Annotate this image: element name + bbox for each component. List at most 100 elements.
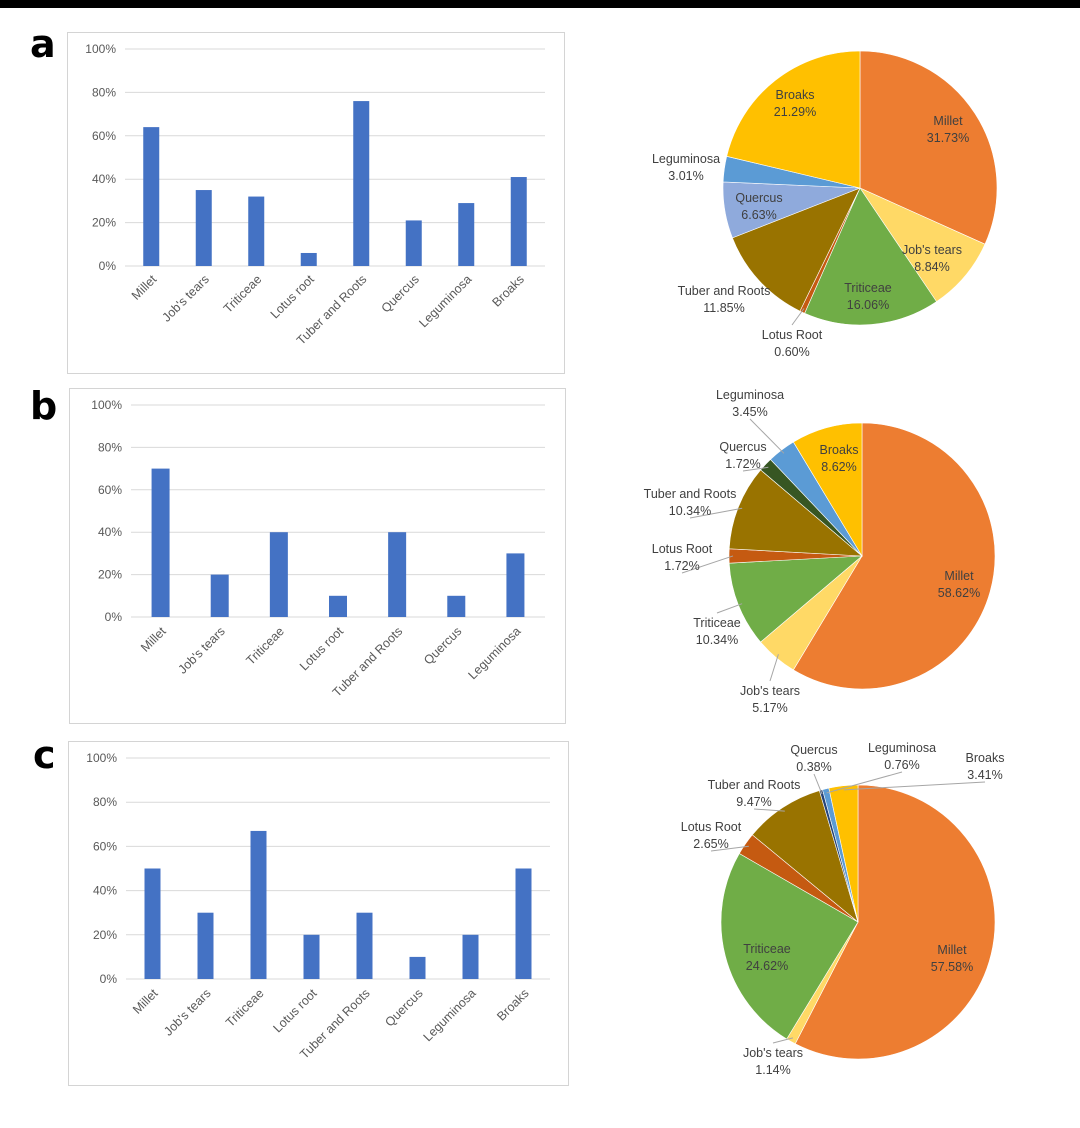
- panel-letter-c: c: [33, 733, 56, 777]
- pie-leader-line: [689, 507, 743, 519]
- y-tick-label: 40%: [93, 884, 117, 898]
- pie-slice-name: Broaks: [820, 443, 859, 457]
- pie-slice-value: 3.01%: [668, 169, 703, 183]
- pie-slice-value: 5.17%: [752, 701, 787, 715]
- pie-slice-name: Quercus: [735, 191, 782, 205]
- bar: [143, 127, 160, 267]
- pie-slice-value: 21.29%: [774, 105, 816, 119]
- pie-leader-line: [749, 418, 785, 454]
- pie-slice-value: 3.41%: [967, 768, 1002, 782]
- pie-slice-value: 8.84%: [914, 260, 949, 274]
- y-tick-label: 80%: [98, 440, 122, 454]
- pie-slice-name: Job's tears: [902, 243, 962, 257]
- pie-slice: [792, 422, 996, 690]
- y-tick-label: 20%: [93, 928, 117, 942]
- bar: [506, 553, 525, 617]
- y-tick-label: 60%: [98, 483, 122, 497]
- pie-slice-name: Lotus Root: [681, 820, 742, 834]
- y-tick-label: 0%: [99, 259, 117, 273]
- pie-slice-value: 57.58%: [931, 960, 973, 974]
- pie-slice-value: 16.06%: [847, 298, 889, 312]
- pie-slice-name: Leguminosa: [652, 152, 720, 166]
- bar: [409, 956, 426, 979]
- bar: [300, 252, 317, 266]
- bar: [197, 912, 214, 979]
- bar: [151, 468, 170, 617]
- pie-slice-value: 2.65%: [693, 837, 728, 851]
- panel-letter-b: b: [30, 384, 58, 428]
- pie-slice-value: 3.45%: [732, 405, 767, 419]
- bar: [303, 934, 320, 979]
- pie-leader-line: [710, 845, 749, 852]
- y-tick-label: 80%: [92, 85, 116, 99]
- y-tick-label: 40%: [92, 172, 116, 186]
- pie-slice-name: Leguminosa: [716, 388, 784, 402]
- y-tick-label: 100%: [91, 398, 122, 412]
- pie-leader-line: [769, 654, 779, 682]
- bar: [405, 220, 422, 266]
- bar: [510, 177, 527, 266]
- pie-slice-value: 0.76%: [884, 758, 919, 772]
- pie-slice-name: Tuber and Roots: [644, 487, 737, 501]
- pie-slice-name: Triticeae: [743, 942, 791, 956]
- pie-slice-value: 1.14%: [755, 1063, 790, 1077]
- pie-slice-name: Quercus: [719, 440, 766, 454]
- y-tick-label: 20%: [92, 216, 116, 230]
- pie-slice-name: Quercus: [790, 743, 837, 757]
- bar: [515, 868, 532, 979]
- pie-slice: [720, 853, 859, 1040]
- pie-slice-value: 0.38%: [796, 760, 831, 774]
- pie-slice: [751, 790, 859, 923]
- pie-slice: [859, 50, 998, 245]
- pie-slice-value: 10.34%: [669, 504, 711, 518]
- bar: [458, 203, 475, 266]
- pie-slice-name: Tuber and Roots: [678, 284, 771, 298]
- pie-slice-value: 0.60%: [774, 345, 809, 359]
- pie-leader-line: [813, 773, 823, 795]
- pie-slice-name: Millet: [937, 943, 967, 957]
- pie-slice-name: Tuber and Roots: [708, 778, 801, 792]
- pie-slice-value: 11.85%: [703, 301, 744, 315]
- pie-leader-line: [772, 1037, 794, 1044]
- y-tick-label: 100%: [85, 42, 116, 56]
- y-tick-label: 100%: [86, 751, 117, 765]
- pie-slice-value: 1.72%: [664, 559, 699, 573]
- pie-leader-line: [826, 771, 903, 794]
- pie-slice: [794, 784, 996, 1060]
- pie-slice-name: Millet: [944, 569, 974, 583]
- pie-slice-name: Lotus Root: [762, 328, 823, 342]
- pie-leader-line: [753, 808, 785, 812]
- pie-slice-name: Broaks: [966, 751, 1005, 765]
- pie-slice: [828, 784, 859, 923]
- y-tick-label: 60%: [92, 129, 116, 143]
- pie-slice-value: 31.73%: [927, 131, 969, 145]
- pie-slice-name: Broaks: [776, 88, 815, 102]
- pie-slice-name: Lotus Root: [652, 542, 713, 556]
- pie-slice-name: Leguminosa: [868, 741, 936, 755]
- pie-slice: [726, 50, 861, 189]
- bar: [353, 101, 370, 266]
- bar: [144, 868, 161, 979]
- pie-slice-name: Triticeae: [844, 281, 892, 295]
- pie-slice-value: 10.34%: [696, 633, 738, 647]
- bar: [195, 190, 212, 266]
- y-tick-label: 0%: [105, 610, 123, 624]
- panel-letter-a: a: [30, 22, 56, 66]
- pie-slice-name: Job's tears: [740, 684, 800, 698]
- bar: [356, 912, 373, 979]
- pie-leader-line: [843, 781, 986, 791]
- pie-leader-line: [716, 603, 743, 614]
- top-status-bar: [0, 0, 1080, 8]
- pie-slice: [804, 187, 937, 326]
- pie-leader-line: [791, 308, 805, 326]
- bar: [210, 574, 229, 617]
- pie-leader-line: [681, 555, 734, 574]
- bar: [329, 595, 347, 617]
- pie-slice-value: 1.72%: [725, 457, 760, 471]
